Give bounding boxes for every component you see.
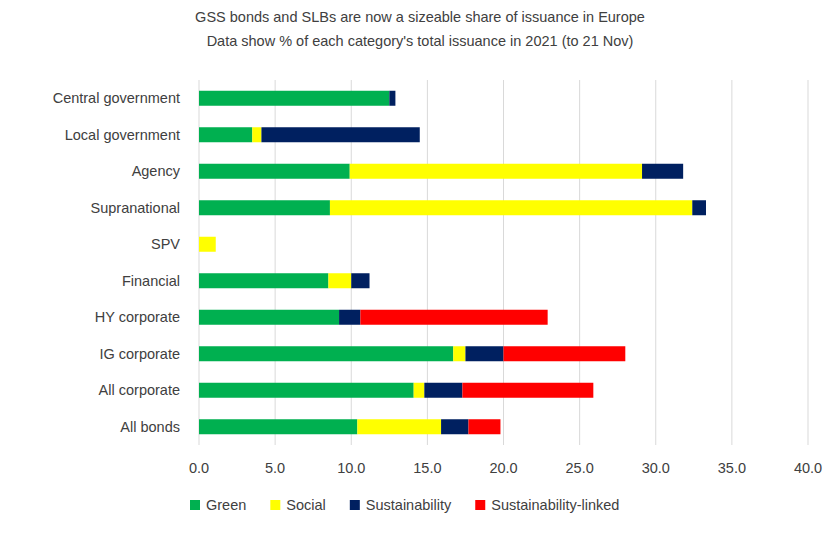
category-label: Financial xyxy=(122,273,180,289)
tick-label: 5.0 xyxy=(265,460,285,476)
bar-segment xyxy=(330,200,692,215)
bar-segment xyxy=(441,419,468,434)
bar-segment xyxy=(199,273,328,288)
bar-segment xyxy=(199,419,357,434)
legend-swatch xyxy=(350,500,360,510)
bar-segment xyxy=(453,346,465,361)
category-label: All bonds xyxy=(120,419,180,435)
bar-segment xyxy=(692,200,706,215)
legend-label: Sustainability xyxy=(366,497,452,513)
tick-label: 40.0 xyxy=(794,460,822,476)
subtitle: Data show % of each category's total iss… xyxy=(207,33,634,49)
bar-segment xyxy=(199,346,453,361)
legend-label: Green xyxy=(206,497,246,513)
grid xyxy=(199,80,808,445)
category-label: HY corporate xyxy=(95,309,180,325)
grid-line xyxy=(655,80,656,445)
legend-swatch xyxy=(190,500,200,510)
bar-segment xyxy=(414,383,425,398)
bar-segment xyxy=(199,127,252,142)
bar-segment xyxy=(705,200,706,215)
category-label: SPV xyxy=(151,236,180,252)
category-label: IG corporate xyxy=(99,346,180,362)
tick-label: 35.0 xyxy=(718,460,746,476)
category-label: Supranational xyxy=(91,200,181,216)
tick-label: 0.0 xyxy=(189,460,209,476)
grid-line xyxy=(731,80,732,445)
bar-segment xyxy=(504,346,626,361)
bar-segment xyxy=(389,91,395,106)
bar-segment xyxy=(351,273,369,288)
bar-segment xyxy=(462,383,593,398)
category-label: Central government xyxy=(53,90,180,106)
bar-segment xyxy=(199,383,414,398)
legend: Green Social Sustainability Sustainability-… xyxy=(190,497,619,513)
bar-segment xyxy=(424,383,462,398)
bar-segment xyxy=(199,91,389,106)
grid-line xyxy=(808,80,809,445)
bar-segment xyxy=(642,164,683,179)
tick-label: 10.0 xyxy=(337,460,365,476)
bar-segment xyxy=(339,310,360,325)
bar-segment xyxy=(357,419,441,434)
bar-segment xyxy=(328,273,351,288)
chart: GSS bonds and SLBs are now a sizeable sh… xyxy=(0,0,840,536)
bar-segment xyxy=(419,127,420,142)
legend-label: Sustainability-linked xyxy=(491,497,619,513)
bar-segment xyxy=(199,164,350,179)
category-label: All corporate xyxy=(99,382,180,398)
bar-segment xyxy=(261,127,419,142)
legend-swatch xyxy=(270,500,280,510)
bars xyxy=(199,91,706,435)
tick-label: 20.0 xyxy=(489,460,517,476)
title: GSS bonds and SLBs are now a sizeable sh… xyxy=(195,9,645,25)
bar-segment xyxy=(252,127,261,142)
bar-segment xyxy=(683,164,684,179)
bar-segment xyxy=(360,310,547,325)
bar-segment xyxy=(215,237,216,252)
bar-segment xyxy=(465,346,503,361)
bar-segment xyxy=(215,237,216,252)
bar-segment xyxy=(350,164,642,179)
tick-label: 30.0 xyxy=(642,460,670,476)
bar-segment xyxy=(199,200,330,215)
bar-segment xyxy=(369,273,370,288)
bar-segment xyxy=(468,419,500,434)
bar-segment xyxy=(199,237,216,252)
legend-swatch xyxy=(475,500,485,510)
category-label: Local government xyxy=(65,127,180,143)
category-label: Agency xyxy=(132,163,181,179)
tick-label: 25.0 xyxy=(566,460,594,476)
tick-label: 15.0 xyxy=(413,460,441,476)
bar-segment xyxy=(395,91,396,106)
bar-segment xyxy=(199,310,339,325)
legend-label: Social xyxy=(286,497,326,513)
